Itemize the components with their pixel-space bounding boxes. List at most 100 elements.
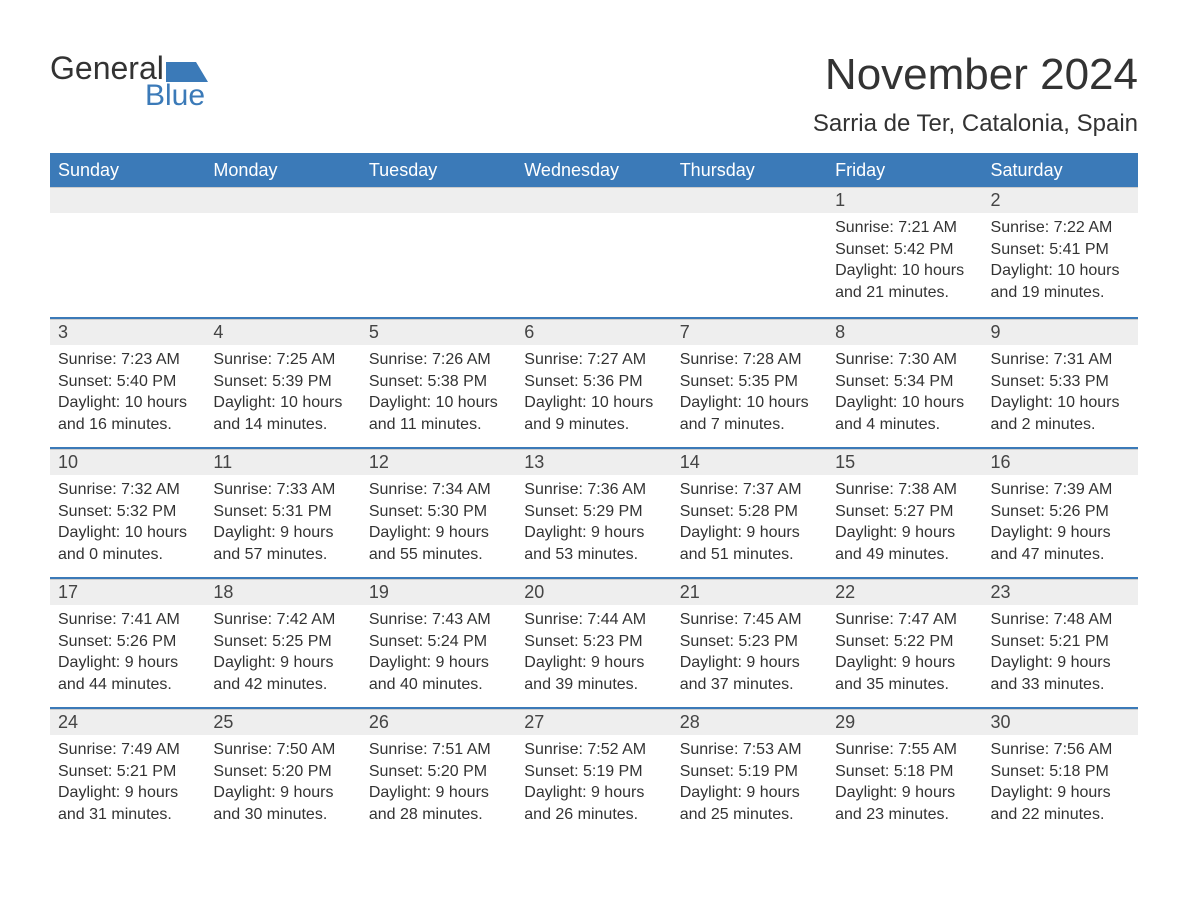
- day-cell: 14Sunrise: 7:37 AMSunset: 5:28 PMDayligh…: [672, 449, 827, 577]
- sunset-line: Sunset: 5:31 PM: [213, 501, 352, 523]
- day-header-fri: Friday: [827, 155, 982, 187]
- empty-date: [50, 187, 205, 213]
- date-number: 19: [361, 579, 516, 605]
- sunrise-line: Sunrise: 7:45 AM: [680, 609, 819, 631]
- day-content: Sunrise: 7:31 AMSunset: 5:33 PMDaylight:…: [983, 345, 1138, 445]
- sunset-line: Sunset: 5:33 PM: [991, 371, 1130, 393]
- date-number: 12: [361, 449, 516, 475]
- daylight-line: Daylight: 10 hours and 2 minutes.: [991, 392, 1130, 435]
- sunset-line: Sunset: 5:22 PM: [835, 631, 974, 653]
- day-content: Sunrise: 7:50 AMSunset: 5:20 PMDaylight:…: [205, 735, 360, 835]
- empty-date: [205, 187, 360, 213]
- date-number: 30: [983, 709, 1138, 735]
- day-content: Sunrise: 7:23 AMSunset: 5:40 PMDaylight:…: [50, 345, 205, 445]
- sunrise-line: Sunrise: 7:31 AM: [991, 349, 1130, 371]
- sunrise-line: Sunrise: 7:49 AM: [58, 739, 197, 761]
- day-cell: 7Sunrise: 7:28 AMSunset: 5:35 PMDaylight…: [672, 319, 827, 447]
- day-content: Sunrise: 7:44 AMSunset: 5:23 PMDaylight:…: [516, 605, 671, 705]
- day-content: Sunrise: 7:38 AMSunset: 5:27 PMDaylight:…: [827, 475, 982, 575]
- sunset-line: Sunset: 5:20 PM: [369, 761, 508, 783]
- sunset-line: Sunset: 5:21 PM: [58, 761, 197, 783]
- daylight-line: Daylight: 10 hours and 14 minutes.: [213, 392, 352, 435]
- day-content: Sunrise: 7:47 AMSunset: 5:22 PMDaylight:…: [827, 605, 982, 705]
- sunset-line: Sunset: 5:24 PM: [369, 631, 508, 653]
- day-content: Sunrise: 7:28 AMSunset: 5:35 PMDaylight:…: [672, 345, 827, 445]
- daylight-line: Daylight: 9 hours and 30 minutes.: [213, 782, 352, 825]
- day-content: Sunrise: 7:41 AMSunset: 5:26 PMDaylight:…: [50, 605, 205, 705]
- daylight-line: Daylight: 10 hours and 7 minutes.: [680, 392, 819, 435]
- daylight-line: Daylight: 10 hours and 0 minutes.: [58, 522, 197, 565]
- day-cell: 21Sunrise: 7:45 AMSunset: 5:23 PMDayligh…: [672, 579, 827, 707]
- date-number: 5: [361, 319, 516, 345]
- week-row: 17Sunrise: 7:41 AMSunset: 5:26 PMDayligh…: [50, 577, 1138, 707]
- daylight-line: Daylight: 9 hours and 57 minutes.: [213, 522, 352, 565]
- day-content: Sunrise: 7:55 AMSunset: 5:18 PMDaylight:…: [827, 735, 982, 835]
- sunrise-line: Sunrise: 7:36 AM: [524, 479, 663, 501]
- day-cell: 17Sunrise: 7:41 AMSunset: 5:26 PMDayligh…: [50, 579, 205, 707]
- day-content: Sunrise: 7:43 AMSunset: 5:24 PMDaylight:…: [361, 605, 516, 705]
- sunrise-line: Sunrise: 7:27 AM: [524, 349, 663, 371]
- daylight-line: Daylight: 9 hours and 55 minutes.: [369, 522, 508, 565]
- daylight-line: Daylight: 10 hours and 11 minutes.: [369, 392, 508, 435]
- day-cell: 8Sunrise: 7:30 AMSunset: 5:34 PMDaylight…: [827, 319, 982, 447]
- daylight-line: Daylight: 9 hours and 35 minutes.: [835, 652, 974, 695]
- sunset-line: Sunset: 5:36 PM: [524, 371, 663, 393]
- sunset-line: Sunset: 5:41 PM: [991, 239, 1130, 261]
- sunrise-line: Sunrise: 7:21 AM: [835, 217, 974, 239]
- sunrise-line: Sunrise: 7:26 AM: [369, 349, 508, 371]
- daylight-line: Daylight: 9 hours and 25 minutes.: [680, 782, 819, 825]
- date-number: 28: [672, 709, 827, 735]
- sunrise-line: Sunrise: 7:41 AM: [58, 609, 197, 631]
- day-content: Sunrise: 7:37 AMSunset: 5:28 PMDaylight:…: [672, 475, 827, 575]
- date-number: 11: [205, 449, 360, 475]
- sunrise-line: Sunrise: 7:25 AM: [213, 349, 352, 371]
- day-cell: 29Sunrise: 7:55 AMSunset: 5:18 PMDayligh…: [827, 709, 982, 837]
- day-content: Sunrise: 7:39 AMSunset: 5:26 PMDaylight:…: [983, 475, 1138, 575]
- daylight-line: Daylight: 10 hours and 4 minutes.: [835, 392, 974, 435]
- day-cell: 24Sunrise: 7:49 AMSunset: 5:21 PMDayligh…: [50, 709, 205, 837]
- sunrise-line: Sunrise: 7:55 AM: [835, 739, 974, 761]
- day-cell: 11Sunrise: 7:33 AMSunset: 5:31 PMDayligh…: [205, 449, 360, 577]
- sunrise-line: Sunrise: 7:53 AM: [680, 739, 819, 761]
- sunset-line: Sunset: 5:19 PM: [680, 761, 819, 783]
- logo-text-blue: Blue: [145, 79, 205, 113]
- date-number: 22: [827, 579, 982, 605]
- day-cell: 12Sunrise: 7:34 AMSunset: 5:30 PMDayligh…: [361, 449, 516, 577]
- sunrise-line: Sunrise: 7:33 AM: [213, 479, 352, 501]
- day-cell: 25Sunrise: 7:50 AMSunset: 5:20 PMDayligh…: [205, 709, 360, 837]
- day-cell: 3Sunrise: 7:23 AMSunset: 5:40 PMDaylight…: [50, 319, 205, 447]
- sunrise-line: Sunrise: 7:52 AM: [524, 739, 663, 761]
- sunrise-line: Sunrise: 7:38 AM: [835, 479, 974, 501]
- day-cell: 26Sunrise: 7:51 AMSunset: 5:20 PMDayligh…: [361, 709, 516, 837]
- sunrise-line: Sunrise: 7:56 AM: [991, 739, 1130, 761]
- week-row: 1Sunrise: 7:21 AMSunset: 5:42 PMDaylight…: [50, 187, 1138, 317]
- day-header-sat: Saturday: [983, 155, 1138, 187]
- day-cell: 16Sunrise: 7:39 AMSunset: 5:26 PMDayligh…: [983, 449, 1138, 577]
- date-number: 3: [50, 319, 205, 345]
- daylight-line: Daylight: 9 hours and 49 minutes.: [835, 522, 974, 565]
- sunset-line: Sunset: 5:40 PM: [58, 371, 197, 393]
- date-number: 13: [516, 449, 671, 475]
- day-cell: 4Sunrise: 7:25 AMSunset: 5:39 PMDaylight…: [205, 319, 360, 447]
- sunrise-line: Sunrise: 7:22 AM: [991, 217, 1130, 239]
- daylight-line: Daylight: 9 hours and 28 minutes.: [369, 782, 508, 825]
- day-cell: 6Sunrise: 7:27 AMSunset: 5:36 PMDaylight…: [516, 319, 671, 447]
- day-content: Sunrise: 7:33 AMSunset: 5:31 PMDaylight:…: [205, 475, 360, 575]
- day-cell: [516, 187, 671, 317]
- date-number: 8: [827, 319, 982, 345]
- day-cell: [361, 187, 516, 317]
- sunrise-line: Sunrise: 7:34 AM: [369, 479, 508, 501]
- day-cell: 13Sunrise: 7:36 AMSunset: 5:29 PMDayligh…: [516, 449, 671, 577]
- day-cell: [50, 187, 205, 317]
- calendar-page: General Blue November 2024 Sarria de Ter…: [0, 0, 1188, 877]
- day-header-tue: Tuesday: [361, 155, 516, 187]
- sunset-line: Sunset: 5:35 PM: [680, 371, 819, 393]
- daylight-line: Daylight: 9 hours and 39 minutes.: [524, 652, 663, 695]
- day-content: Sunrise: 7:42 AMSunset: 5:25 PMDaylight:…: [205, 605, 360, 705]
- day-header-wed: Wednesday: [516, 155, 671, 187]
- date-number: 16: [983, 449, 1138, 475]
- sunrise-line: Sunrise: 7:44 AM: [524, 609, 663, 631]
- day-cell: 10Sunrise: 7:32 AMSunset: 5:32 PMDayligh…: [50, 449, 205, 577]
- sunrise-line: Sunrise: 7:39 AM: [991, 479, 1130, 501]
- day-cell: 23Sunrise: 7:48 AMSunset: 5:21 PMDayligh…: [983, 579, 1138, 707]
